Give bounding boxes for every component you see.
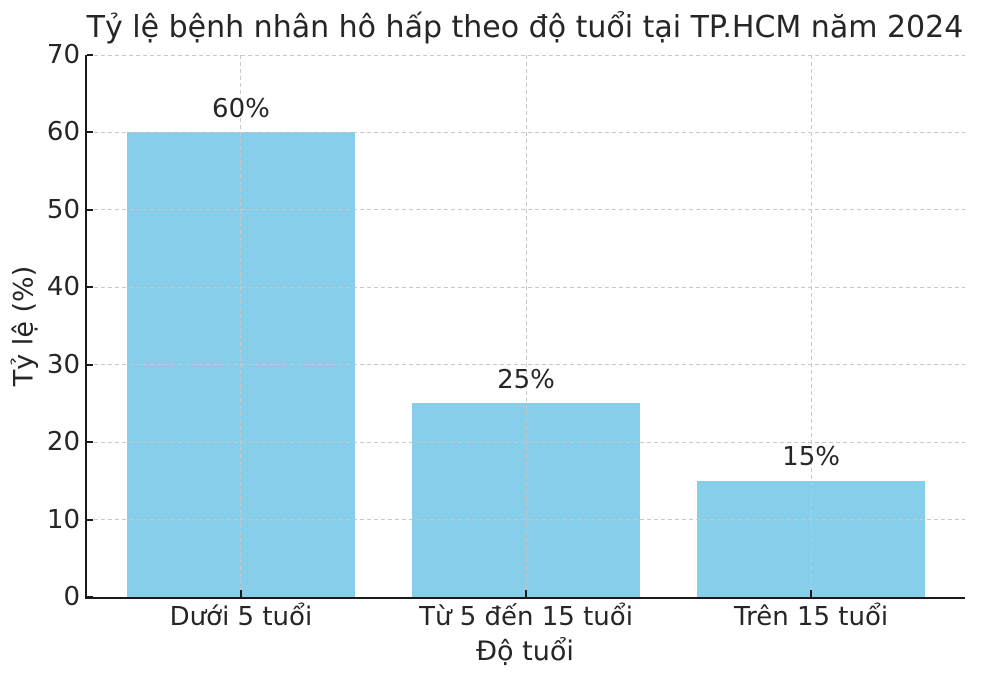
y-tick-mark bbox=[87, 441, 93, 444]
y-tick-mark bbox=[87, 54, 93, 56]
y-tick-label: 50 bbox=[46, 194, 80, 225]
plot-area: 60% 25% 15% bbox=[85, 54, 965, 599]
chart-title: Tỷ lệ bệnh nhân hô hấp theo độ tuổi tại … bbox=[86, 10, 964, 45]
x-tick-mark bbox=[525, 590, 527, 597]
y-tick-label: 40 bbox=[46, 272, 80, 303]
y-tick-mark bbox=[87, 131, 93, 134]
y-tick-label: 10 bbox=[46, 504, 80, 535]
y-tick-mark bbox=[87, 208, 93, 211]
x-tick-label: Từ 5 đến 15 tuổi bbox=[419, 602, 633, 632]
y-tick-mark bbox=[87, 363, 93, 366]
y-tick-label: 0 bbox=[63, 582, 80, 612]
y-tick-mark bbox=[87, 518, 93, 521]
y-tick-mark bbox=[87, 286, 93, 289]
x-tick-label: Trên 15 tuổi bbox=[734, 602, 889, 632]
bar-value-label: 60% bbox=[212, 93, 270, 124]
y-tick-label: 70 bbox=[46, 40, 80, 70]
x-tick-mark bbox=[239, 590, 242, 597]
bar-value-label: 15% bbox=[782, 441, 840, 472]
gridline-vertical bbox=[525, 55, 527, 597]
x-tick-mark bbox=[810, 590, 813, 597]
gridline-vertical bbox=[810, 55, 812, 597]
y-tick-label: 30 bbox=[46, 349, 80, 380]
x-axis-label: Độ tuổi bbox=[476, 636, 574, 667]
y-tick-label: 60 bbox=[46, 117, 80, 148]
gridline-vertical bbox=[240, 55, 242, 597]
x-tick-label: Dưới 5 tuổi bbox=[169, 602, 313, 632]
bar-value-label: 25% bbox=[497, 364, 555, 395]
y-tick-label: 20 bbox=[46, 427, 80, 458]
y-tick-mark bbox=[87, 596, 93, 598]
